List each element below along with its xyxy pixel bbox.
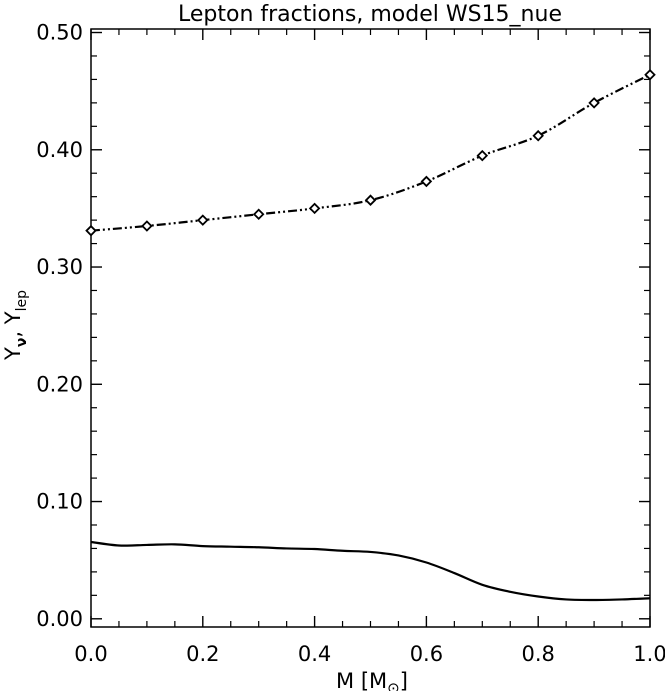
data-point-diamond	[252, 208, 265, 221]
x-tick-label: 0.8	[521, 642, 554, 666]
data-point-diamond	[85, 224, 97, 237]
data-point-diamond	[308, 202, 321, 215]
x-tick-label: 0.0	[74, 642, 107, 666]
y-tick-label: 0.40	[36, 138, 83, 162]
y-tick-label: 0.30	[36, 255, 83, 279]
data-point-diamond	[476, 149, 489, 162]
data-point-diamond	[141, 220, 153, 232]
series-line-dash-dot	[90, 73, 651, 232]
chart-title: Lepton fractions, model WS15_nue	[178, 2, 562, 27]
y-tick-label: 0.10	[36, 490, 83, 514]
series-line-solid	[90, 540, 651, 602]
y-axis-label: Yν, Ylep	[1, 290, 30, 361]
x-tick-label: 1.0	[633, 642, 665, 666]
data-point-diamond	[364, 194, 377, 206]
series-layer	[85, 68, 656, 602]
plot-frame	[90, 28, 651, 628]
y-tick-label: 0.20	[36, 372, 83, 396]
axis-ticks: 0.0 0.2 0.4 0.6 0.8 1.0 0.00 0.10 0.20 0.30 0.40 0.…	[36, 21, 665, 666]
x-axis-label: M [M⊙]	[336, 669, 408, 691]
x-tick-label: 0.2	[186, 642, 219, 666]
data-point-diamond	[644, 68, 656, 81]
data-point-diamond	[197, 214, 209, 226]
x-tick-label: 0.6	[410, 642, 443, 666]
data-point-diamond	[420, 175, 433, 188]
y-tick-label: 0.00	[36, 607, 83, 631]
y-tick-label: 0.50	[36, 21, 83, 45]
data-point-diamond	[532, 129, 544, 142]
data-point-diamond	[588, 97, 600, 109]
x-tick-label: 0.4	[298, 642, 331, 666]
